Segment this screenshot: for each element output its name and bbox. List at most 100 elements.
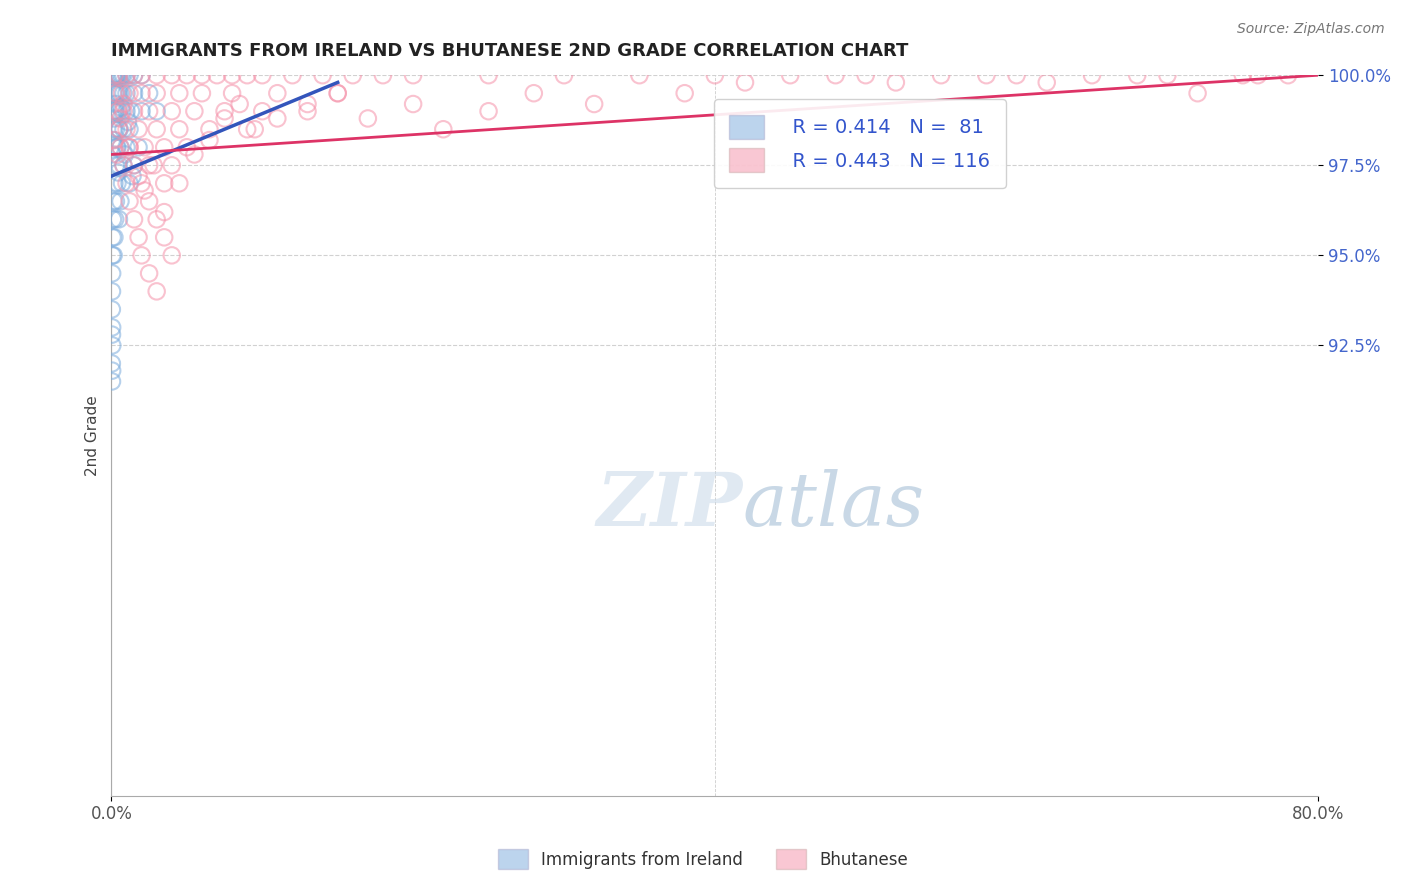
Point bbox=[101, 147, 124, 161]
Point bbox=[176, 140, 198, 154]
Point bbox=[221, 68, 243, 82]
Point bbox=[104, 68, 127, 82]
Point bbox=[108, 122, 131, 136]
Point bbox=[138, 158, 160, 172]
Point bbox=[176, 68, 198, 82]
Point bbox=[131, 248, 153, 262]
Point bbox=[128, 122, 150, 136]
Point bbox=[134, 140, 156, 154]
Point bbox=[326, 87, 349, 101]
Point bbox=[1035, 75, 1057, 89]
Point bbox=[118, 122, 141, 136]
Point bbox=[104, 87, 127, 101]
Point bbox=[128, 230, 150, 244]
Point bbox=[673, 87, 696, 101]
Point bbox=[103, 87, 125, 101]
Point bbox=[103, 248, 125, 262]
Point bbox=[101, 68, 124, 82]
Point bbox=[112, 68, 135, 82]
Point bbox=[243, 122, 266, 136]
Point bbox=[101, 104, 124, 119]
Point bbox=[110, 87, 132, 101]
Point bbox=[1126, 68, 1149, 82]
Point bbox=[145, 87, 167, 101]
Point bbox=[107, 87, 129, 101]
Point bbox=[169, 176, 191, 190]
Point bbox=[131, 68, 153, 82]
Point bbox=[104, 68, 127, 82]
Point bbox=[142, 158, 165, 172]
Point bbox=[112, 122, 135, 136]
Point bbox=[153, 140, 176, 154]
Point bbox=[110, 140, 132, 154]
Point bbox=[122, 158, 145, 172]
Legend:   R = 0.414   N =  81,   R = 0.443   N = 116: R = 0.414 N = 81, R = 0.443 N = 116 bbox=[714, 99, 1005, 187]
Point bbox=[432, 122, 454, 136]
Point bbox=[131, 87, 153, 101]
Point bbox=[357, 112, 380, 126]
Point bbox=[111, 87, 134, 101]
Point bbox=[703, 68, 725, 82]
Point bbox=[553, 68, 575, 82]
Point bbox=[108, 212, 131, 227]
Point bbox=[138, 266, 160, 280]
Point bbox=[311, 68, 333, 82]
Point bbox=[101, 266, 124, 280]
Point bbox=[107, 165, 129, 179]
Point bbox=[145, 122, 167, 136]
Point bbox=[122, 68, 145, 82]
Point bbox=[138, 104, 160, 119]
Point bbox=[110, 140, 132, 154]
Point bbox=[131, 176, 153, 190]
Point bbox=[117, 115, 139, 129]
Point bbox=[112, 158, 135, 172]
Point bbox=[131, 68, 153, 82]
Point bbox=[105, 68, 128, 82]
Point bbox=[342, 68, 364, 82]
Point bbox=[1005, 68, 1028, 82]
Point bbox=[191, 68, 214, 82]
Point bbox=[118, 140, 141, 154]
Point bbox=[884, 75, 907, 89]
Point bbox=[628, 68, 651, 82]
Point bbox=[103, 194, 125, 209]
Point bbox=[734, 75, 756, 89]
Point bbox=[115, 176, 138, 190]
Point bbox=[108, 158, 131, 172]
Point bbox=[214, 104, 236, 119]
Point bbox=[198, 122, 221, 136]
Point bbox=[103, 68, 125, 82]
Point bbox=[112, 87, 135, 101]
Point bbox=[153, 205, 176, 219]
Point bbox=[118, 87, 141, 101]
Point bbox=[1232, 68, 1254, 82]
Point bbox=[103, 176, 125, 190]
Point bbox=[104, 194, 127, 209]
Point bbox=[108, 68, 131, 82]
Point bbox=[115, 122, 138, 136]
Legend: Immigrants from Ireland, Bhutanese: Immigrants from Ireland, Bhutanese bbox=[488, 838, 918, 880]
Point bbox=[214, 112, 236, 126]
Point bbox=[198, 133, 221, 147]
Point bbox=[138, 194, 160, 209]
Point bbox=[118, 176, 141, 190]
Point bbox=[160, 104, 183, 119]
Point bbox=[122, 104, 145, 119]
Point bbox=[477, 68, 499, 82]
Point bbox=[103, 112, 125, 126]
Point bbox=[297, 104, 319, 119]
Point bbox=[183, 147, 205, 161]
Point bbox=[103, 230, 125, 244]
Point bbox=[111, 176, 134, 190]
Point bbox=[523, 87, 546, 101]
Point bbox=[107, 176, 129, 190]
Point bbox=[115, 140, 138, 154]
Point bbox=[281, 68, 304, 82]
Point bbox=[104, 122, 127, 136]
Point bbox=[266, 87, 288, 101]
Point bbox=[120, 104, 142, 119]
Point bbox=[153, 230, 176, 244]
Point bbox=[101, 338, 124, 352]
Point bbox=[145, 68, 167, 82]
Point bbox=[160, 68, 183, 82]
